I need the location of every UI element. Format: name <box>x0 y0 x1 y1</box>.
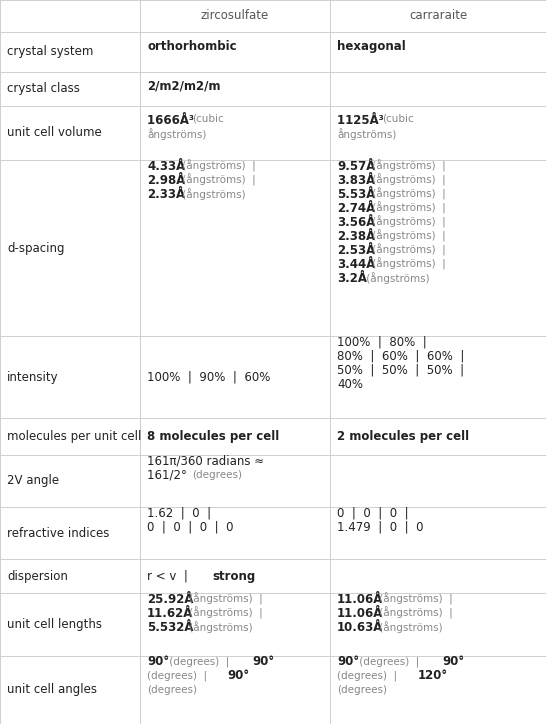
Text: (ångströms)  |: (ångströms) | <box>370 174 446 187</box>
Text: (ångströms)  |: (ångströms) | <box>180 160 256 172</box>
Text: (ångströms)  |: (ångströms) | <box>370 230 446 243</box>
Text: dispersion: dispersion <box>7 570 68 583</box>
Text: (cubic: (cubic <box>192 114 224 124</box>
Text: 90°: 90° <box>227 669 250 682</box>
Text: 1125Å³: 1125Å³ <box>337 114 388 127</box>
Text: 100%  |  80%  |: 100% | 80% | <box>337 336 427 349</box>
Text: unit cell lengths: unit cell lengths <box>7 618 102 631</box>
Text: (ångströms)  |: (ångströms) | <box>186 593 263 605</box>
Text: 0  |  0  |  0  |  0: 0 | 0 | 0 | 0 <box>147 521 234 534</box>
Text: (ångströms): (ångströms) <box>376 621 443 634</box>
Text: unit cell volume: unit cell volume <box>7 127 102 140</box>
Text: molecules per unit cell: molecules per unit cell <box>7 430 141 443</box>
Text: 2.98Å: 2.98Å <box>147 174 185 187</box>
Text: crystal system: crystal system <box>7 45 93 58</box>
Text: (ångströms)  |: (ångströms) | <box>180 174 256 187</box>
Text: 11.62Å: 11.62Å <box>147 607 193 620</box>
Text: (ångströms)  |: (ångströms) | <box>376 593 453 605</box>
Text: (degrees)  |: (degrees) | <box>147 670 213 681</box>
Text: (degrees)  |: (degrees) | <box>357 657 426 667</box>
Text: (cubic: (cubic <box>382 114 414 124</box>
Text: (ångströms)  |: (ångströms) | <box>376 607 453 620</box>
Text: 10.63Å: 10.63Å <box>337 620 383 634</box>
Text: orthorhombic: orthorhombic <box>147 40 236 53</box>
Text: 80%  |  60%  |  60%  |: 80% | 60% | 60% | <box>337 350 465 363</box>
Text: 2.53Å: 2.53Å <box>337 244 375 257</box>
Text: (degrees): (degrees) <box>147 685 197 695</box>
Text: 5.532Å: 5.532Å <box>147 620 193 634</box>
Text: 3.83Å: 3.83Å <box>337 174 375 187</box>
Text: 11.06Å: 11.06Å <box>337 593 383 606</box>
Text: crystal class: crystal class <box>7 82 80 95</box>
Text: 2V angle: 2V angle <box>7 474 59 487</box>
Text: 2 molecules per cell: 2 molecules per cell <box>337 430 469 443</box>
Text: (ångströms): (ångströms) <box>363 272 430 285</box>
Text: 3.44Å: 3.44Å <box>337 258 375 271</box>
Text: (degrees): (degrees) <box>337 685 387 695</box>
Text: intensity: intensity <box>7 371 58 384</box>
Text: 1666Å³: 1666Å³ <box>147 114 198 127</box>
Text: 1.62  |  0  |: 1.62 | 0 | <box>147 506 211 519</box>
Text: 2.74Å: 2.74Å <box>337 202 375 215</box>
Text: 120°: 120° <box>417 669 447 682</box>
Text: (degrees): (degrees) <box>192 470 242 479</box>
Text: 0  |  0  |  0  |: 0 | 0 | 0 | <box>337 506 408 519</box>
Text: (ångströms): (ångströms) <box>186 621 253 634</box>
Text: 3.2Å: 3.2Å <box>337 272 367 285</box>
Text: 9.57Å: 9.57Å <box>337 160 375 173</box>
Text: 3.56Å: 3.56Å <box>337 216 375 229</box>
Text: 11.06Å: 11.06Å <box>337 607 383 620</box>
Text: strong: strong <box>212 570 255 583</box>
Text: 2/m2/m2/m: 2/m2/m2/m <box>147 80 221 93</box>
Text: hexagonal: hexagonal <box>337 40 406 53</box>
Text: refractive indices: refractive indices <box>7 526 109 539</box>
Text: (ångströms)  |: (ångströms) | <box>186 607 263 620</box>
Text: r < v  |: r < v | <box>147 570 195 583</box>
Text: 1.479  |  0  |  0: 1.479 | 0 | 0 <box>337 521 424 534</box>
Text: (ångströms)  |: (ångströms) | <box>370 244 446 256</box>
Text: ångströms): ångströms) <box>147 127 206 140</box>
Text: carraraite: carraraite <box>409 9 467 22</box>
Text: d-spacing: d-spacing <box>7 242 64 255</box>
Text: zircosulfate: zircosulfate <box>201 9 269 22</box>
Text: (ångströms)  |: (ångströms) | <box>370 160 446 172</box>
Text: 50%  |  50%  |  50%  |: 50% | 50% | 50% | <box>337 364 464 377</box>
Text: unit cell angles: unit cell angles <box>7 683 97 696</box>
Text: 4.33Å: 4.33Å <box>147 160 185 173</box>
Text: (degrees)  |: (degrees) | <box>337 670 403 681</box>
Text: (ångströms)  |: (ångströms) | <box>370 202 446 214</box>
Text: 90°: 90° <box>252 655 275 668</box>
Text: (ångströms): (ångströms) <box>180 188 246 201</box>
Text: 2.33Å: 2.33Å <box>147 188 185 201</box>
Text: 161π/360 radians ≈: 161π/360 radians ≈ <box>147 454 264 467</box>
Text: 2.38Å: 2.38Å <box>337 230 375 243</box>
Text: (ångströms)  |: (ångströms) | <box>370 258 446 271</box>
Text: (degrees)  |: (degrees) | <box>167 657 236 667</box>
Text: 90°: 90° <box>442 655 465 668</box>
Text: 90°: 90° <box>147 655 169 668</box>
Text: 161/2°: 161/2° <box>147 468 191 481</box>
Text: (ångströms)  |: (ångströms) | <box>370 188 446 201</box>
Text: 5.53Å: 5.53Å <box>337 188 375 201</box>
Text: 25.92Å: 25.92Å <box>147 593 193 606</box>
Text: 100%  |  90%  |  60%: 100% | 90% | 60% <box>147 371 270 384</box>
Text: 8 molecules per cell: 8 molecules per cell <box>147 430 279 443</box>
Text: 90°: 90° <box>337 655 359 668</box>
Text: (ångströms)  |: (ångströms) | <box>370 216 446 229</box>
Text: 40%: 40% <box>337 378 363 391</box>
Text: ångströms): ångströms) <box>337 127 396 140</box>
